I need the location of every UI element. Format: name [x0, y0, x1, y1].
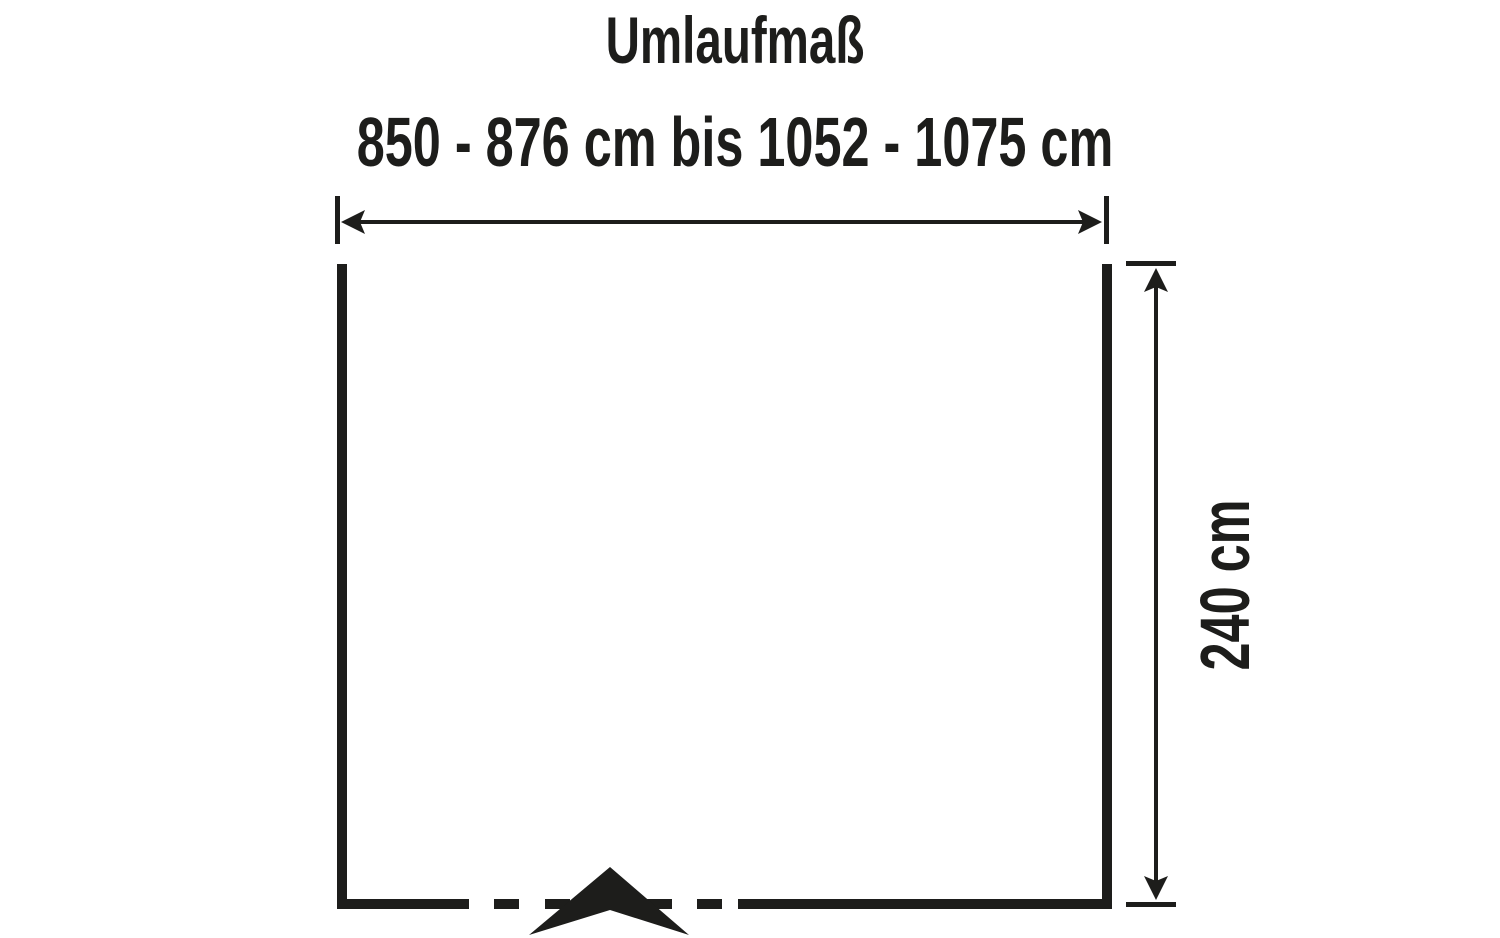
height-arrowhead-bottom — [1144, 876, 1168, 900]
bottom-wall-left — [337, 899, 469, 909]
door-dash — [647, 899, 672, 909]
door-dash — [494, 899, 519, 909]
height-tick-bottom — [1126, 902, 1176, 907]
door-dash — [545, 899, 570, 909]
left-wall — [337, 264, 347, 909]
height-tick-top — [1126, 261, 1176, 266]
right-wall — [1102, 264, 1112, 909]
height-dimension-line — [1154, 280, 1158, 888]
door-dash — [697, 899, 722, 909]
width-tick-left — [335, 196, 340, 244]
bottom-wall-right — [738, 899, 1112, 909]
width-arrowhead-left — [341, 210, 365, 234]
width-tick-right — [1104, 196, 1109, 244]
width-arrowhead-right — [1078, 210, 1102, 234]
height-arrowhead-top — [1144, 268, 1168, 292]
entrance-arrow-icon — [529, 867, 689, 935]
width-dimension-line — [350, 220, 1094, 224]
circumference-range-label: 850 - 876 cm bis 1052 - 1075 cm — [356, 103, 1114, 181]
diagram-title: Umlaufmaß — [605, 3, 865, 77]
